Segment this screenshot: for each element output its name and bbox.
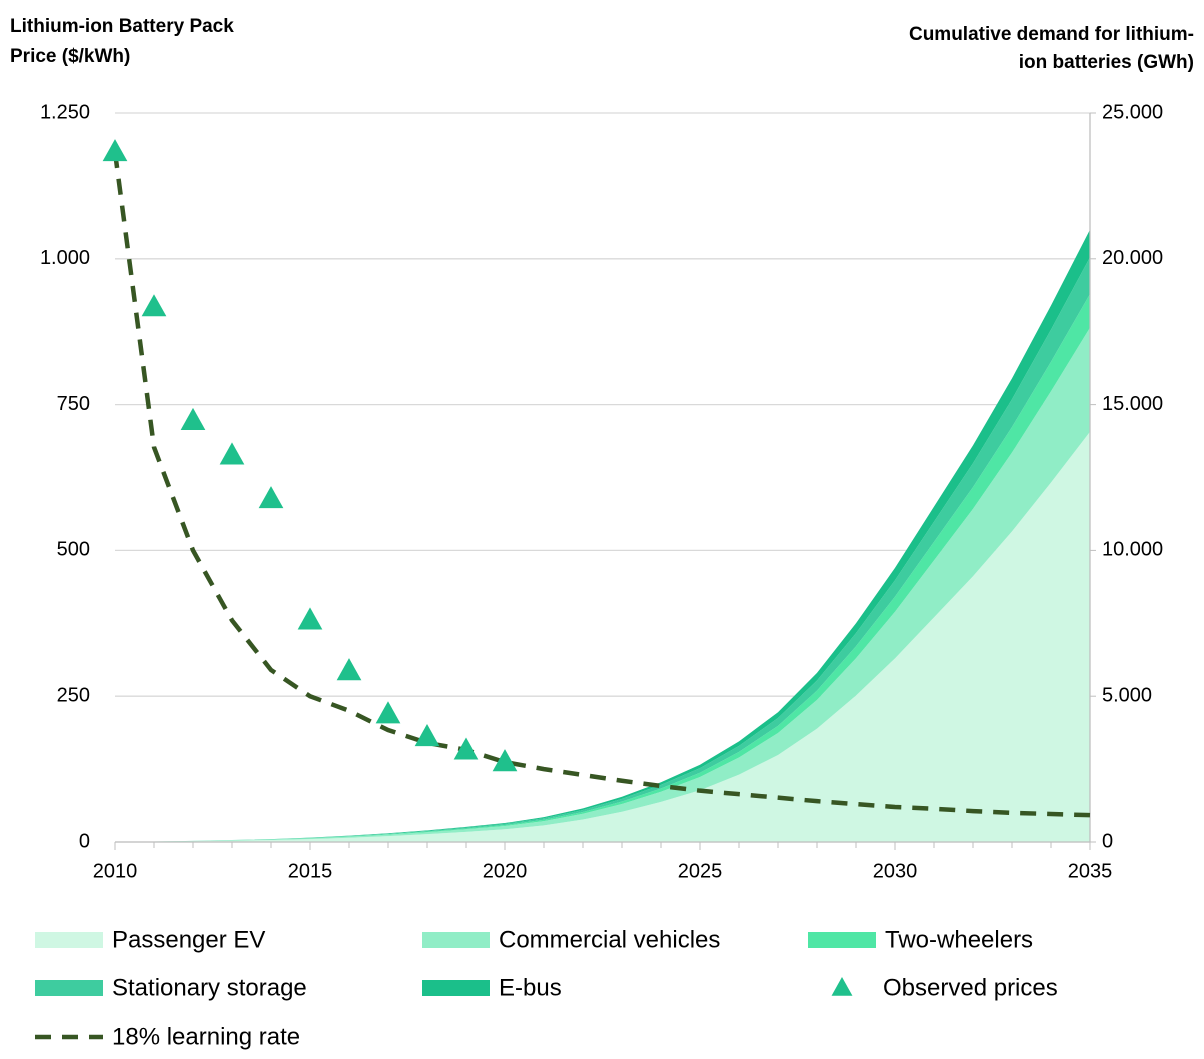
legend-marker — [831, 977, 853, 996]
x-tick-label: 2020 — [483, 860, 528, 882]
marker — [180, 407, 206, 431]
x-tick-label: 2010 — [93, 860, 138, 882]
legend-swatch — [422, 932, 490, 948]
legend-label: Stationary storage — [112, 974, 307, 1001]
marker — [414, 724, 440, 747]
marker — [492, 749, 518, 772]
x-tick-label: 2015 — [288, 860, 333, 882]
y2-tick-label: 10.000 — [1102, 539, 1163, 561]
y2-tick-label: 20.000 — [1102, 247, 1163, 269]
marker — [141, 294, 167, 317]
legend-swatch — [35, 932, 103, 948]
y2-axis-title: ion batteries (GWh) — [1019, 52, 1194, 73]
legend-label: E-bus — [499, 974, 562, 1001]
y2-axis-title: Cumulative demand for lithium- — [909, 24, 1194, 45]
marker — [336, 658, 362, 681]
y2-tick-label: 15.000 — [1102, 393, 1163, 415]
y-tick-label: 1.250 — [40, 101, 90, 123]
legend-label: Passenger EV — [112, 926, 265, 953]
y-tick-label: 750 — [57, 393, 90, 415]
line — [112, 151, 1091, 818]
marker — [375, 701, 401, 724]
y2-tick-label: 5.000 — [1102, 684, 1152, 706]
x-tick-label: 2025 — [678, 860, 723, 882]
x-tick-label: 2030 — [873, 860, 918, 882]
marker — [297, 607, 323, 630]
marker — [219, 442, 245, 465]
marker — [453, 737, 479, 760]
y-axis-title: Price ($/kWh) — [10, 46, 130, 67]
legend-swatch — [808, 932, 876, 948]
legend-label: 18% learning rate — [112, 1023, 300, 1050]
legend-label: Observed prices — [883, 974, 1058, 1001]
legend-swatch — [35, 980, 103, 996]
legend-label: Commercial vehicles — [499, 926, 720, 953]
y-tick-label: 1.000 — [40, 247, 90, 269]
legend-label: Two-wheelers — [885, 926, 1033, 953]
y-tick-label: 0 — [79, 830, 90, 852]
marker — [102, 139, 128, 162]
area — [115, 431, 1090, 842]
marker — [258, 486, 284, 509]
y-tick-label: 500 — [57, 539, 90, 561]
x-tick-label: 2035 — [1068, 860, 1113, 882]
y2-tick-label: 25.000 — [1102, 101, 1163, 123]
legend-swatch — [422, 980, 490, 996]
y2-tick-label: 0 — [1102, 830, 1113, 852]
y-axis-title: Lithium-ion Battery Pack — [10, 16, 234, 37]
y-tick-label: 250 — [57, 684, 90, 706]
